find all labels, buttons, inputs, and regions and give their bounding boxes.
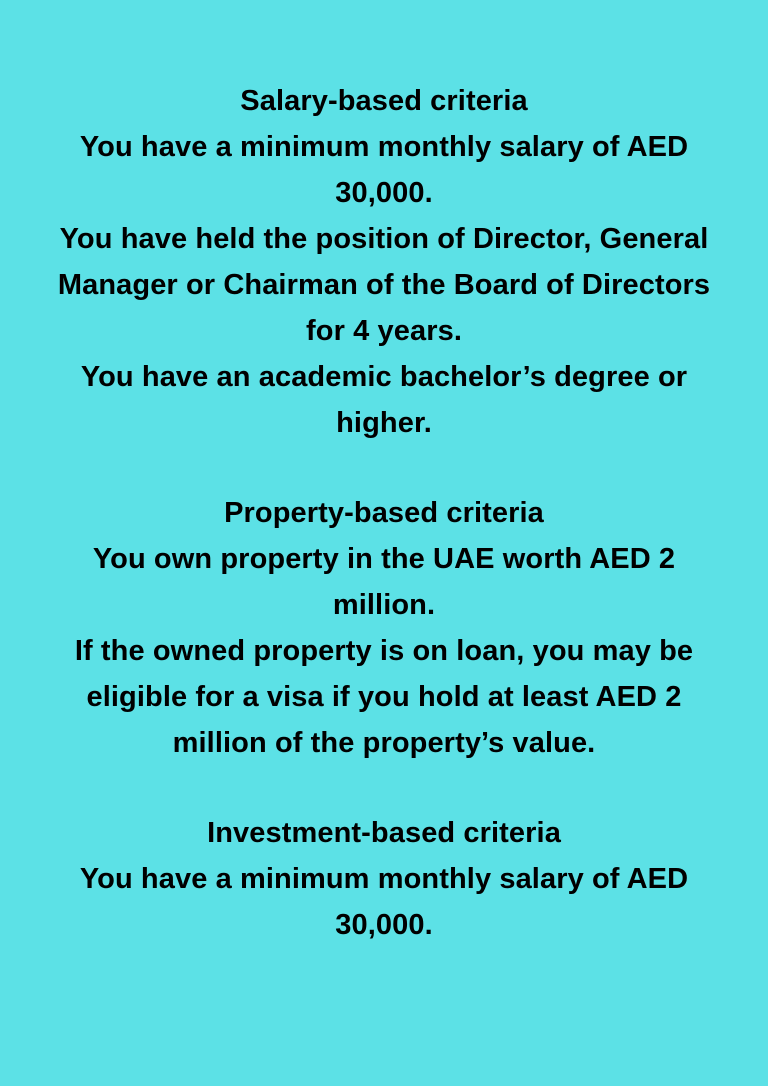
- salary-criteria-section: Salary-based criteria You have a minimum…: [6, 78, 762, 446]
- criteria-line: You have held the position of Director, …: [59, 223, 709, 255]
- criteria-line: eligible for a visa if you hold at least…: [86, 681, 682, 713]
- property-criteria-section: Property-based criteria You own property…: [6, 490, 762, 766]
- criteria-line: 30,000.: [335, 909, 433, 941]
- criteria-line: for 4 years.: [306, 315, 462, 347]
- criteria-line: You have an academic bachelor’s degree o…: [80, 361, 688, 393]
- criteria-line: You have a minimum monthly salary of AED: [79, 863, 689, 895]
- criteria-line: You own property in the UAE worth AED 2: [92, 543, 676, 575]
- criteria-line: higher.: [336, 407, 432, 439]
- criteria-line: You have a minimum monthly salary of AED: [79, 131, 689, 163]
- criteria-line: 30,000.: [335, 177, 433, 209]
- criteria-line: million.: [332, 589, 436, 621]
- criteria-line: Manager or Chairman of the Board of Dire…: [57, 269, 711, 301]
- section-heading: Salary-based criteria: [240, 85, 528, 117]
- section-heading: Investment-based criteria: [207, 817, 561, 849]
- section-heading: Property-based criteria: [224, 497, 544, 529]
- criteria-line: If the owned property is on loan, you ma…: [74, 635, 694, 667]
- investment-criteria-section: Investment-based criteria You have a min…: [6, 810, 762, 948]
- criteria-line: million of the property’s value.: [172, 727, 596, 759]
